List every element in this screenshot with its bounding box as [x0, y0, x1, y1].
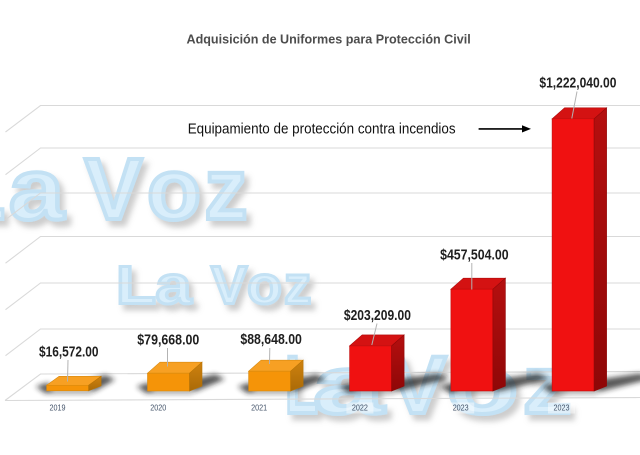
svg-text:o: o	[247, 256, 282, 316]
svg-text:2023: 2023	[453, 403, 469, 413]
svg-text:o: o	[147, 141, 201, 238]
svg-text:$1,222,040.00: $1,222,040.00	[539, 76, 616, 92]
svg-text:z: z	[284, 256, 311, 316]
svg-text:L: L	[116, 256, 156, 316]
svg-text:$16,572.00: $16,572.00	[39, 344, 99, 360]
svg-text:2020: 2020	[150, 403, 166, 413]
svg-text:a: a	[156, 256, 193, 316]
svg-text:2019: 2019	[50, 403, 66, 413]
svg-text:$457,504.00: $457,504.00	[440, 248, 509, 264]
svg-text:2021: 2021	[251, 403, 267, 413]
svg-text:$88,648.00: $88,648.00	[240, 332, 302, 348]
svg-text:$203,209.00: $203,209.00	[344, 308, 411, 324]
svg-text:Adquisición de Uniformes para: Adquisición de Uniformes para Protección…	[187, 31, 471, 46]
svg-text:a: a	[9, 141, 65, 238]
svg-text:$79,668.00: $79,668.00	[137, 332, 199, 348]
svg-text:L: L	[0, 141, 5, 238]
svg-text:Equipamiento de protección con: Equipamiento de protección contra incend…	[188, 121, 456, 138]
svg-text:2022: 2022	[352, 403, 368, 413]
svg-text:V: V	[85, 141, 143, 238]
svg-text:2023: 2023	[554, 403, 570, 413]
svg-text:V: V	[211, 256, 247, 316]
svg-text:z: z	[205, 141, 248, 238]
